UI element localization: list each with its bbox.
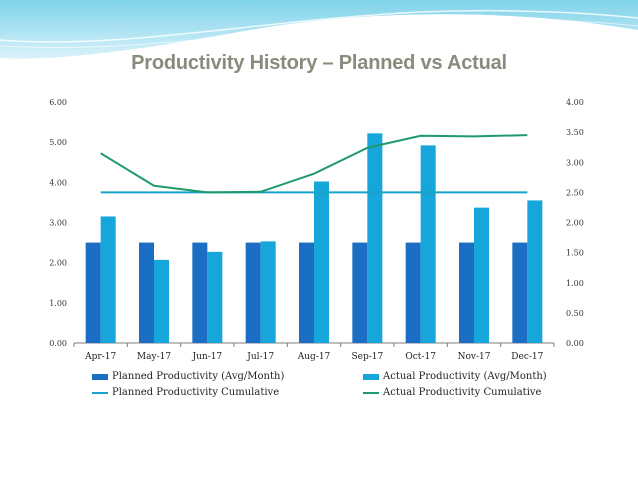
legend-swatch-planned-bar: [92, 373, 108, 380]
x-tick-label: May-17: [137, 352, 171, 362]
y-right-tick-label: 3.50: [566, 128, 584, 137]
actual-bar: [474, 207, 489, 343]
legend-item-actual-bar: Actual Productivity (Avg/Month): [363, 371, 547, 382]
actual-bar: [420, 145, 436, 343]
x-tick-label: Aug-17: [297, 352, 331, 362]
y-right-tick-label: 4.00: [566, 98, 584, 107]
actual-bar: [154, 259, 169, 343]
legend-item-planned-bar: Planned Productivity (Avg/Month): [92, 371, 284, 382]
x-tick-label: Nov-17: [458, 352, 491, 362]
planned-bar: [139, 242, 154, 343]
header-banner: [0, 0, 638, 69]
x-tick-label: Dec-17: [511, 352, 543, 362]
y-right-tick-label: 1.50: [566, 249, 584, 258]
planned-bar: [352, 242, 368, 343]
legend-item-planned-line: Planned Productivity Cumulative: [92, 387, 279, 398]
legend-swatch-actual-line: [363, 391, 379, 394]
legend-label: Planned Productivity Cumulative: [112, 387, 280, 398]
legend-swatch-planned-line: [92, 391, 108, 394]
legend-item-actual-line: Actual Productivity Cumulative: [363, 387, 541, 398]
y-left-tick-label: 6.00: [49, 98, 67, 107]
planned-bar: [192, 242, 208, 343]
y-left-tick-label: 0.00: [49, 339, 67, 348]
x-tick-label: Sep-17: [351, 352, 383, 362]
planned-bar: [459, 242, 474, 343]
actual-bar: [207, 251, 223, 343]
y-right-tick-label: 0.00: [566, 339, 584, 348]
actual-cumulative-line: [100, 134, 528, 194]
y-left-tick-label: 3.00: [49, 219, 67, 228]
planned-bar: [245, 242, 261, 343]
y-left-tick-label: 5.00: [49, 138, 67, 147]
y-right-tick-label: 2.00: [566, 219, 584, 228]
actual-bar: [367, 133, 383, 343]
actual-bar: [314, 181, 329, 343]
legend-label: Actual Productivity Cumulative: [383, 387, 542, 398]
legend-label: Actual Productivity (Avg/Month): [383, 371, 547, 382]
y-right-tick-label: 0.50: [566, 309, 584, 318]
y-right-tick-label: 3.00: [566, 158, 584, 167]
y-right-tick-label: 1.00: [566, 279, 584, 288]
actual-bar: [527, 200, 543, 343]
planned-bar: [405, 242, 421, 343]
x-tick-label: Oct-17: [405, 352, 436, 362]
y-right-tick-label: 2.50: [566, 188, 584, 197]
x-tick-label: Apr-17: [84, 352, 116, 362]
y-left-tick-label: 2.00: [49, 259, 67, 268]
x-tick-label: Jun-17: [191, 352, 222, 362]
legend-label: Planned Productivity (Avg/Month): [112, 371, 285, 382]
slide-title: Productivity History – Planned vs Actual: [131, 52, 507, 74]
y-left-tick-label: 4.00: [49, 178, 67, 187]
y-left-tick-label: 1.00: [49, 299, 67, 308]
x-tick-label: Jul-17: [246, 352, 274, 362]
planned-bar: [85, 242, 101, 343]
actual-bar: [100, 216, 116, 343]
planned-bar: [512, 242, 528, 343]
planned-bar: [299, 242, 314, 343]
actual-bar: [260, 241, 276, 343]
legend-swatch-actual-bar: [363, 373, 379, 380]
